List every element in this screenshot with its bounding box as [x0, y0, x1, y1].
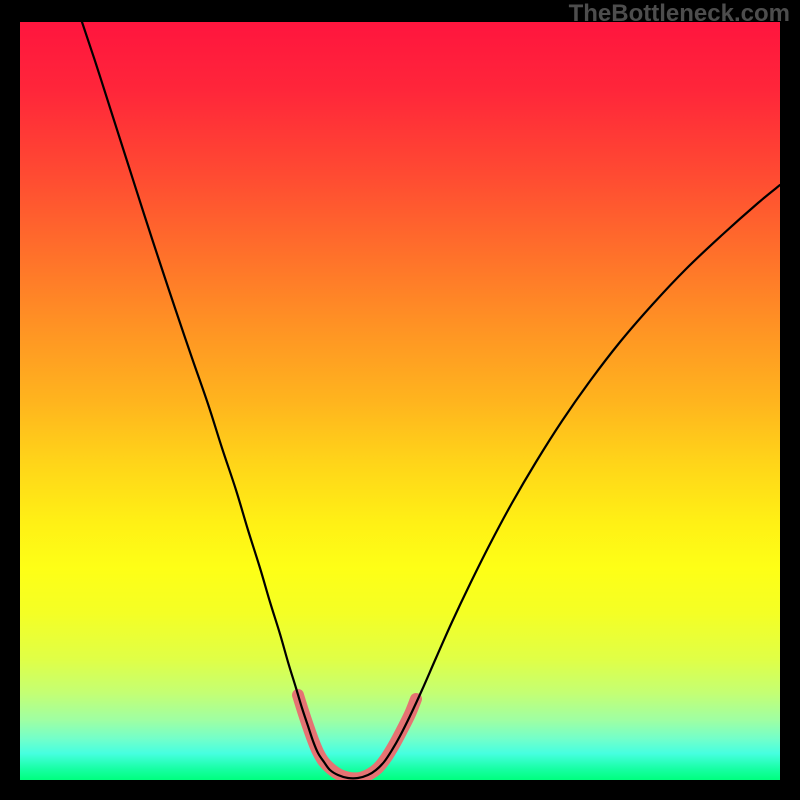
watermark-label: TheBottleneck.com	[569, 0, 790, 28]
bottleneck-curve-layer	[0, 0, 800, 800]
curve-highlight-segment	[298, 695, 416, 778]
curve-main	[82, 22, 780, 778]
